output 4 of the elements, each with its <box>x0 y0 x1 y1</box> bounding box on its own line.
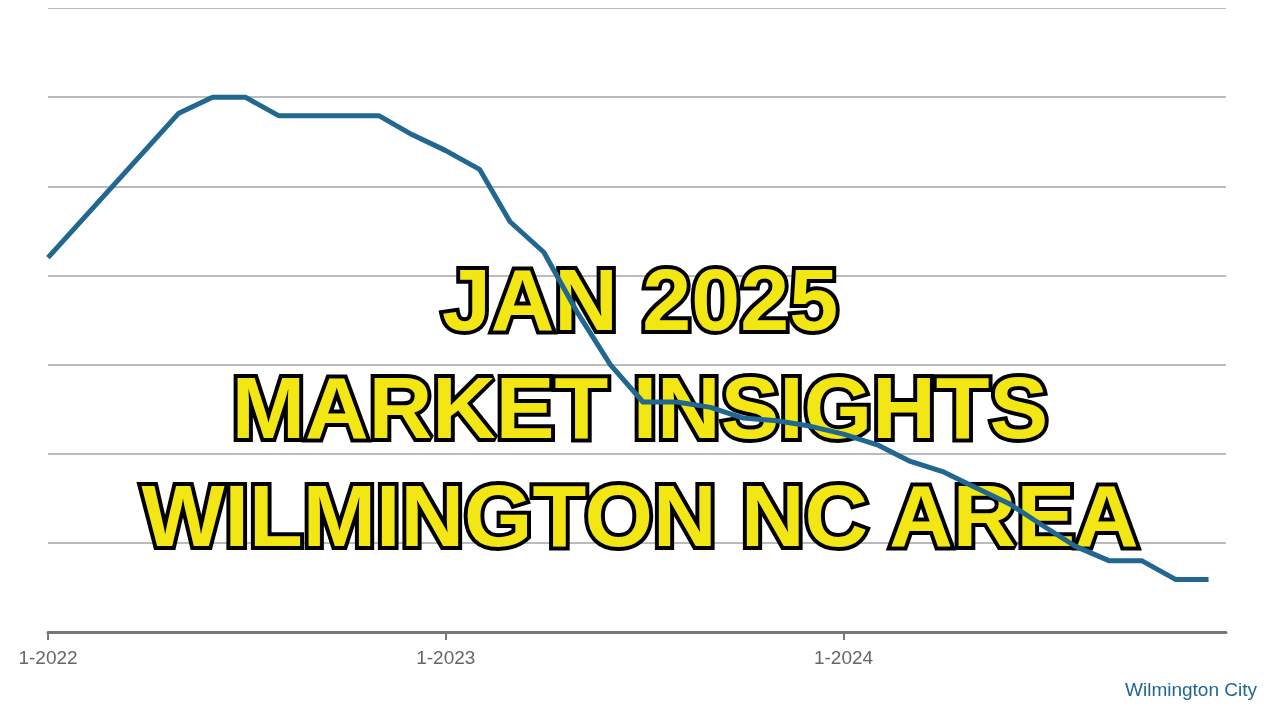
text: Wilmington City <box>1125 679 1258 700</box>
x-tick-label: 1-2023 <box>416 647 476 668</box>
x-tick-label: 1-2022 <box>18 647 78 668</box>
x-tick-label: 1-2024 <box>813 647 874 668</box>
